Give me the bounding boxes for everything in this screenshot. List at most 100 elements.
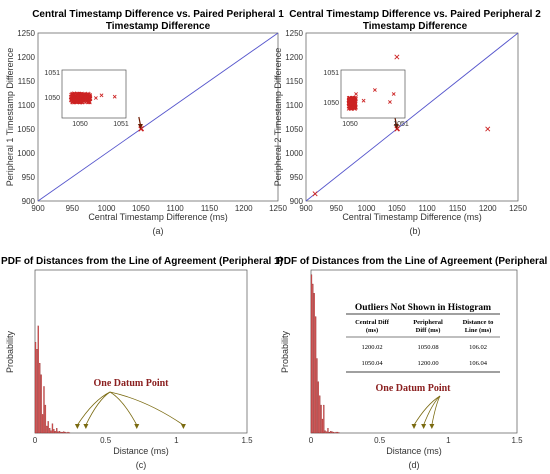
c-arrow-head	[83, 424, 89, 429]
panel-b-inset-axes	[340, 69, 406, 119]
c-arrow	[77, 391, 111, 426]
d-bar	[321, 418, 324, 434]
b-xtick-label: 950	[330, 204, 344, 213]
a-inset-point	[88, 94, 93, 99]
a-ytick-label: 1100	[18, 101, 36, 110]
outlier-table-r2-c2: 1200.00	[417, 360, 438, 367]
panel-a-x-ticks: 900 950 1000 1050 1100 1150 1200 1250	[31, 204, 287, 213]
d-bar	[332, 431, 335, 434]
panel-d-bars	[310, 274, 340, 434]
b-xtick-label: 1200	[479, 204, 497, 213]
a-xtick-label: 1000	[98, 204, 116, 213]
outlier-table-title: Outliers Not Shown in Histogram	[355, 303, 491, 313]
b-ytick-label: 950	[290, 173, 304, 182]
a-xtick-label: 1250	[269, 204, 287, 213]
panel-c-x-ticks: 0 0.5 1 1.5	[33, 436, 253, 445]
panel-b-inset-ytick-top: 1051	[323, 70, 339, 77]
outlier-table-r1-c3: 106.02	[469, 344, 487, 351]
b-inset-cluster-point	[349, 101, 354, 106]
panel-a-inset-ytick-bottom: 1050	[44, 95, 60, 102]
panel-d-x-ticks: 0 0.5 1 1.5	[309, 436, 523, 445]
panel-d-annotation: One Datum Point	[376, 383, 452, 394]
outlier-table-header-peripheral-1: Peripheral	[413, 319, 443, 326]
panel-a-inset-xtick-right: 1051	[113, 121, 129, 128]
b-ytick-label: 1250	[285, 29, 303, 38]
panel-c-title: PDF of Distances from the Line of Agreem…	[1, 256, 283, 267]
b-inset-point	[372, 88, 377, 92]
c-bar	[34, 342, 37, 434]
panel-a-points	[137, 116, 145, 132]
outlier-table-r1-c1: 1200.02	[361, 344, 382, 351]
b-xtick-label: 1050	[388, 204, 406, 213]
panel-b-y-ticks: 900 950 1000 1050 1100 1150 1200 1250	[285, 29, 303, 206]
c-bar	[40, 374, 42, 434]
panel-b-title-line2: Timestamp Difference	[363, 21, 468, 32]
b-point	[485, 126, 491, 132]
a-inset-cluster-point	[75, 94, 80, 99]
a-inset-cluster-point	[69, 98, 75, 103]
a-ytick-label: 1250	[17, 29, 35, 38]
b-xtick-label: 1150	[449, 204, 467, 213]
outlier-table-r2-c3: 106.04	[469, 360, 488, 367]
c-bar	[53, 429, 55, 434]
b-xtick-label: 900	[299, 204, 313, 213]
b-inset-cluster-point	[347, 102, 352, 107]
a-inset-cluster-point	[84, 97, 89, 102]
d-bar	[316, 358, 318, 434]
a-inset-cluster-point	[70, 93, 75, 98]
panel-d-caption: (d)	[409, 460, 420, 470]
panel-c-arrows	[74, 391, 186, 429]
panel-b-inset-xtick-right: 1051	[393, 121, 409, 128]
b-ytick-label: 900	[290, 197, 304, 206]
b-ytick-label: 1150	[286, 77, 304, 86]
c-bar	[67, 431, 69, 434]
outlier-table-r1-c2: 1050.08	[417, 344, 438, 351]
d-bar	[331, 431, 333, 434]
panel-b-line-of-agreement	[305, 32, 519, 202]
panel-a-line-of-agreement	[37, 32, 279, 202]
c-bar	[64, 431, 66, 434]
panel-b: Central Timestamp Difference vs. Paired …	[273, 9, 541, 236]
panel-b-axes	[305, 32, 519, 202]
d-arrow	[413, 395, 441, 426]
panel-b-x-ticks: 900 950 1000 1050 1100 1150 1200 1250	[299, 204, 527, 213]
c-bar	[51, 423, 54, 434]
a-xtick-label: 1150	[201, 204, 219, 213]
c-xtick-label: 0.5	[100, 436, 112, 445]
panel-a-inset-xtick-left: 1050	[72, 121, 88, 128]
panel-c: PDF of Distances from the Line of Agreem…	[1, 256, 283, 470]
a-xtick-label: 1100	[167, 204, 185, 213]
d-xtick-label: 1.5	[511, 436, 523, 445]
b-ytick-label: 1200	[285, 53, 303, 62]
c-bar	[56, 428, 58, 434]
c-bar	[58, 430, 61, 434]
c-bar	[39, 362, 41, 434]
c-arrow-head	[74, 424, 80, 429]
c-bar	[47, 421, 49, 434]
panel-a-ylabel: Peripheral 1 Timestamp Difference	[5, 48, 15, 186]
panel-b-xlabel: Central Timestamp Difference (ms)	[342, 212, 481, 222]
c-bar	[41, 414, 44, 434]
d-bar	[330, 430, 332, 434]
a-inset-point	[99, 93, 104, 98]
panel-c-annotation: One Datum Point	[94, 378, 170, 389]
panel-b-inset-points	[354, 88, 396, 104]
panel-d-xlabel: Distance (ms)	[386, 446, 442, 456]
d-bar	[313, 293, 315, 434]
a-ytick-label: 1200	[17, 53, 35, 62]
outlier-table-header-central-2: (ms)	[366, 327, 378, 334]
a-inset-point	[78, 100, 83, 104]
c-bar	[37, 325, 39, 434]
panel-c-ylabel: Probability	[5, 330, 15, 373]
d-bar	[335, 431, 337, 434]
b-point	[312, 191, 318, 197]
a-zoom-arrow-head	[137, 124, 143, 129]
b-inset-cluster-point	[347, 97, 352, 102]
d-bar	[319, 395, 321, 434]
d-bar	[317, 381, 319, 434]
d-bar	[328, 431, 330, 434]
b-inset-cluster-point	[351, 97, 356, 102]
c-bar	[36, 349, 38, 434]
panel-d-ylabel: Probability	[280, 330, 290, 373]
